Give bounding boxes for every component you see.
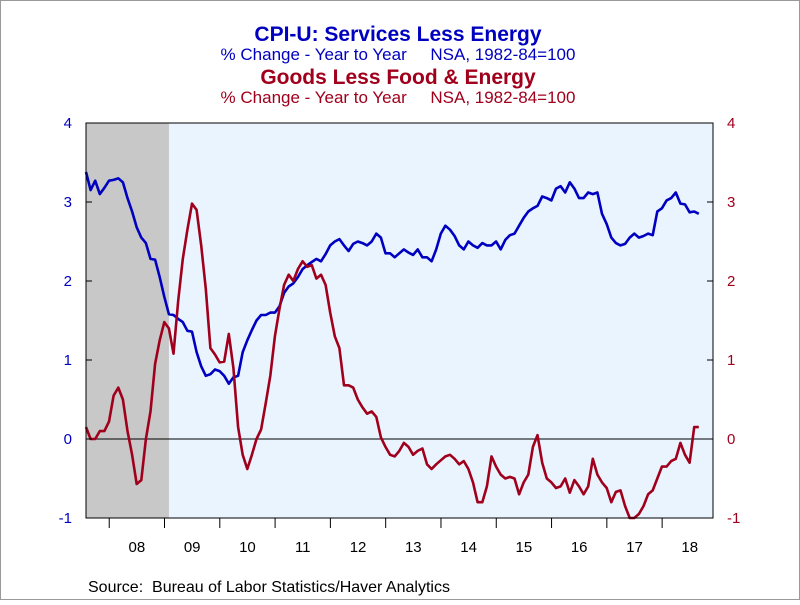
x-tick-label: 16	[571, 539, 588, 556]
y-tick-label-right: 0	[727, 431, 735, 448]
x-tick-label: 11	[295, 539, 311, 556]
y-tick-label-right: 2	[727, 273, 735, 290]
source-note: Source: Bureau of Labor Statistics/Haver…	[88, 579, 450, 596]
chart-title-2: Goods Less Food & Energy	[260, 66, 536, 89]
plot-border	[85, 122, 714, 519]
goods-less-food-energy-line	[84, 202, 699, 520]
x-tick-label: 09	[184, 539, 201, 556]
x-tick-label: 15	[516, 539, 533, 556]
y-tick-label-left: 4	[64, 115, 72, 132]
y-tick-label-right: 4	[727, 115, 735, 132]
y-tick-label-left: 3	[64, 194, 72, 211]
x-tick-label: 13	[405, 539, 422, 556]
y-tick-label-right: -1	[727, 510, 740, 527]
x-tick-label: 08	[129, 539, 146, 556]
y-tick-label-right: 1	[727, 352, 735, 369]
y-tick-label-left: 0	[64, 431, 72, 448]
x-tick-label: 17	[626, 539, 643, 556]
y-tick-label-left: 1	[64, 352, 72, 369]
x-tick-label: 18	[681, 539, 698, 556]
services-less-energy-line	[84, 171, 700, 386]
x-tick-label: 14	[460, 539, 477, 556]
chart-subtitle: % Change - Year to Year NSA, 1982-84=100	[221, 45, 576, 64]
y-tick-label-left: -1	[59, 510, 72, 527]
y-tick-label-left: 2	[64, 273, 72, 290]
chart-subtitle-2: % Change - Year to Year NSA, 1982-84=100	[221, 88, 576, 107]
x-tick-label: 10	[239, 539, 256, 556]
chart-title: CPI-U: Services Less Energy	[254, 23, 541, 46]
recession-shade-0	[86, 123, 169, 518]
x-tick-label: 12	[350, 539, 367, 556]
y-tick-label-right: 3	[727, 194, 735, 211]
